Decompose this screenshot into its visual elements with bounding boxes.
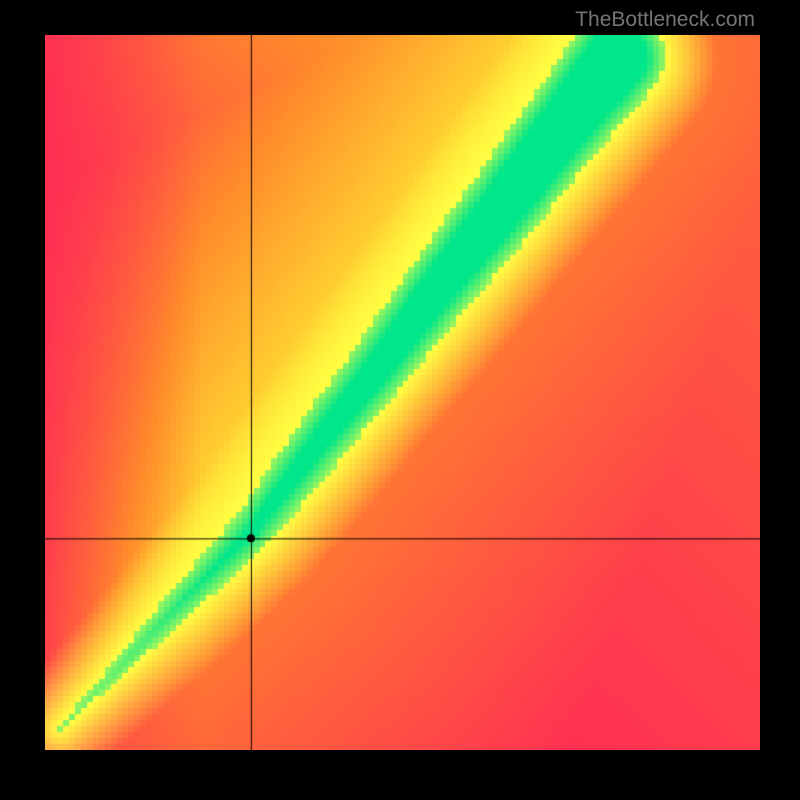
- heatmap-canvas: [45, 35, 760, 750]
- watermark-text: TheBottleneck.com: [575, 8, 755, 32]
- heatmap-plot: [45, 35, 760, 750]
